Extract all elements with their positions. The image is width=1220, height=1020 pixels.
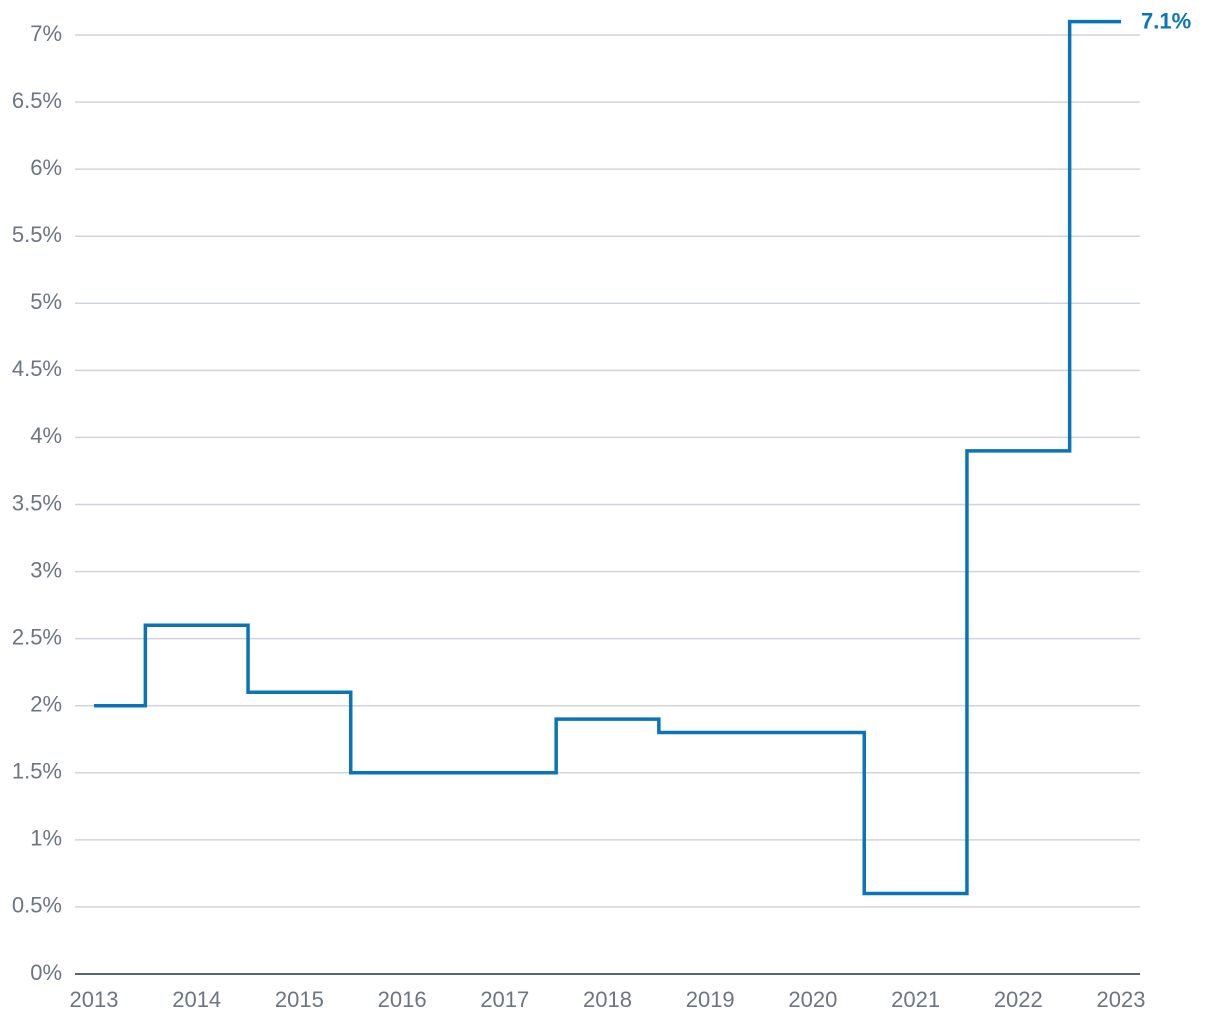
y-tick-label: 1.5%: [12, 759, 62, 784]
y-tick-label: 2.5%: [12, 624, 62, 649]
y-tick-label: 5%: [30, 289, 62, 314]
y-axis-tick-labels: 0% 0.5% 1% 1.5% 2% 2.5% 3% 3.5% 4% 4.5% 5% 5.5% 6% 6.…: [12, 21, 62, 985]
y-tick-label: 2%: [30, 692, 62, 717]
end-label-layer: 7.1%: [1141, 8, 1191, 33]
series-line: [94, 19, 1121, 896]
x-axis-tick-labels: 2013 2014 2015 2016 2017 2018 2019 2020 2021 2022…: [70, 987, 1146, 1012]
x-tick-label: 2015: [275, 987, 324, 1012]
x-tick-label: 2022: [994, 987, 1043, 1012]
gridlines: [75, 34, 1140, 908]
series-layer: [94, 19, 1121, 896]
y-tick-label: 4.5%: [12, 356, 62, 381]
y-tick-label: 0%: [30, 960, 62, 985]
y-tick-label: 0.5%: [12, 893, 62, 918]
x-tick-label: 2023: [1097, 987, 1146, 1012]
x-tick-label: 2017: [480, 987, 529, 1012]
x-tick-label: 2020: [788, 987, 837, 1012]
y-tick-label: 7%: [30, 21, 62, 46]
y-tick-label: 4%: [30, 423, 62, 448]
x-tick-label: 2021: [891, 987, 940, 1012]
y-tick-label: 6%: [30, 155, 62, 180]
y-tick-label: 3%: [30, 557, 62, 582]
x-tick-label: 2016: [378, 987, 427, 1012]
x-tick-label: 2013: [70, 987, 119, 1012]
x-tick-label: 2014: [172, 987, 221, 1012]
series-end-value-label: 7.1%: [1141, 8, 1191, 33]
y-tick-label: 5.5%: [12, 222, 62, 247]
y-tick-label: 6.5%: [12, 88, 62, 113]
x-tick-label: 2019: [686, 987, 735, 1012]
y-tick-label: 1%: [30, 826, 62, 851]
x-tick-label: 2018: [583, 987, 632, 1012]
y-tick-label: 3.5%: [12, 490, 62, 515]
